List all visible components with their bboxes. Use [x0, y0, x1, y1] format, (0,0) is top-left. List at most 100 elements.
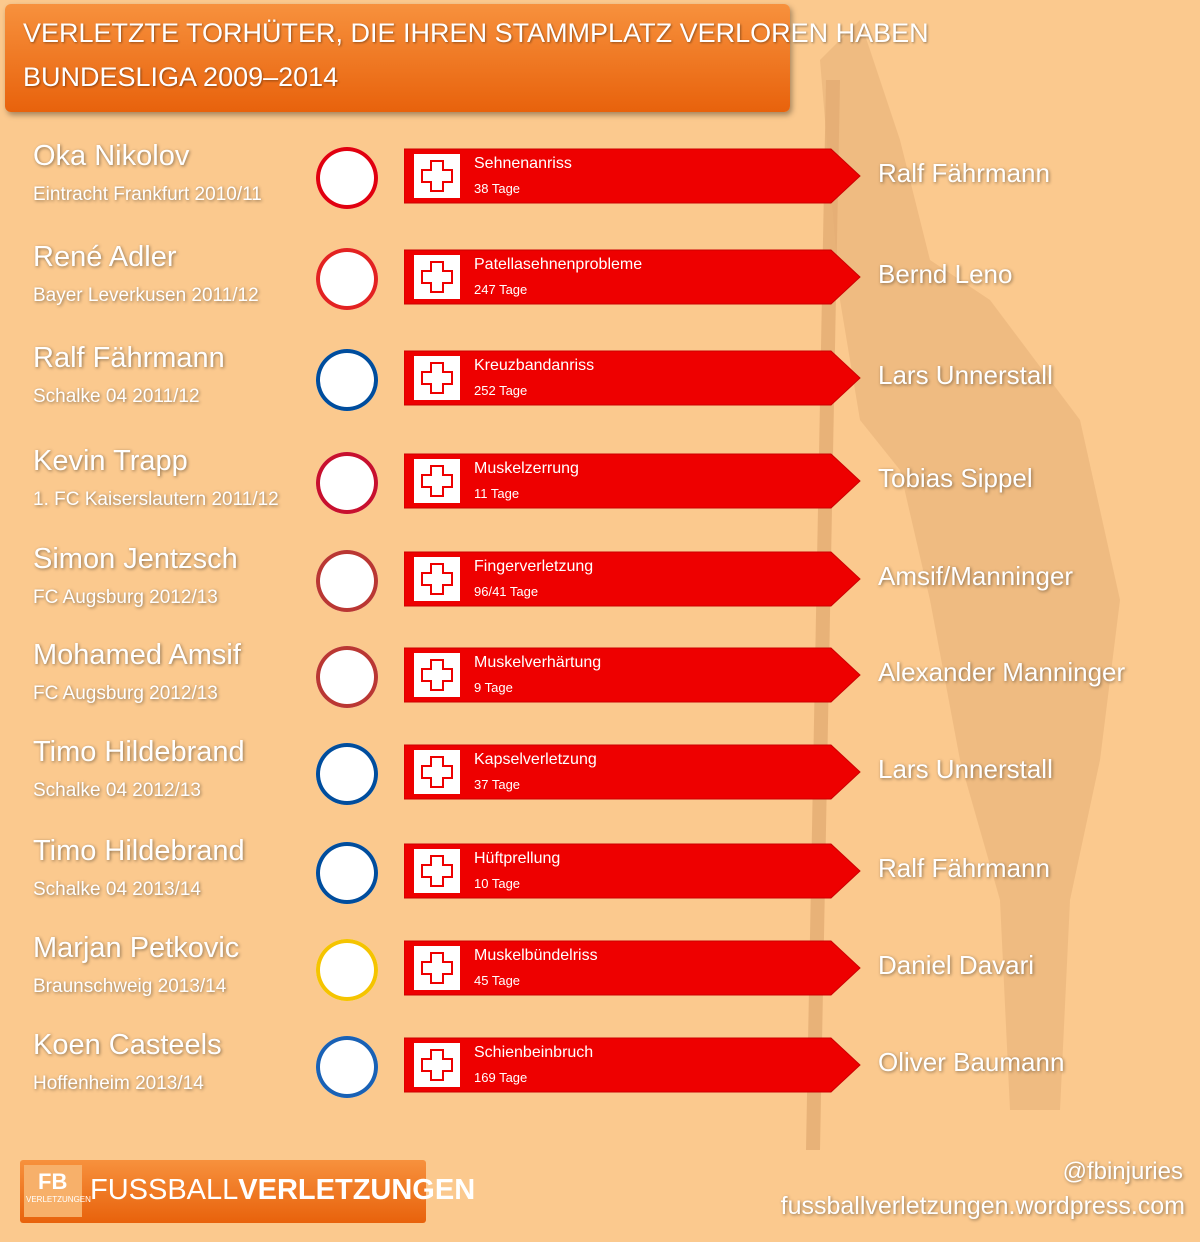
arrow-shape: [404, 148, 861, 204]
club-season: Bayer Leverkusen 2011/12: [33, 285, 259, 306]
arrow-shape: [423, 272, 451, 282]
duration: 247 Tage: [474, 282, 528, 297]
replacement: Alexander Manninger: [878, 657, 1126, 687]
club-logo: [316, 842, 378, 904]
player-name: René Adler: [33, 241, 177, 273]
club-season: Hoffenheim 2013/14: [33, 1073, 204, 1094]
arrow-shape: [423, 963, 451, 973]
duration: 11 Tage: [474, 486, 520, 501]
arrow-shape: [423, 866, 451, 876]
duration: 45 Tage: [474, 973, 521, 988]
club-logo: [316, 939, 378, 1001]
replacement: Tobias Sippel: [878, 463, 1033, 493]
title-box: VERLETZTE TORHÜTER, DIE IHREN STAMMPLATZ…: [5, 4, 929, 112]
player-name: Kevin Trapp: [33, 445, 188, 477]
arrow-shape: [404, 940, 861, 996]
arrow-shape: [423, 767, 451, 777]
injury: Kapselverletzung: [474, 751, 597, 768]
club-season: Schalke 04 2011/12: [33, 386, 200, 407]
player-name: Timo Hildebrand: [33, 835, 245, 867]
arrow-shape: [404, 647, 861, 703]
injury-arrow: [404, 843, 861, 899]
logo-text: FUSSBALLVERLETZUNGEN: [90, 1174, 475, 1207]
injury-arrow: [404, 744, 861, 800]
player-name: Marjan Petkovic: [33, 932, 240, 964]
injury-arrow: [404, 551, 861, 607]
badge-subtext: VERLETZUNGEN: [26, 1195, 91, 1204]
club-logo: [316, 550, 378, 612]
injury-arrow: [404, 940, 861, 996]
player-name: Ralf Fährmann: [33, 342, 225, 374]
duration: 252 Tage: [474, 383, 528, 398]
player-name: Mohamed Amsif: [33, 639, 241, 671]
injury: Muskelverhärtung: [474, 654, 602, 671]
injury: Fingerverletzung: [474, 558, 594, 575]
injury: Patellasehnenprobleme: [474, 256, 643, 273]
website: fussballverletzungen.wordpress.com: [780, 1192, 1185, 1220]
injury-arrow: [404, 148, 861, 204]
club-logo: [316, 646, 378, 708]
footer-logo: FB VERLETZUNGEN FUSSBALLVERLETZUNGEN: [20, 1160, 475, 1223]
injury: Sehnenanriss: [474, 155, 572, 172]
duration: 169 Tage: [474, 1070, 528, 1085]
arrow-shape: [404, 453, 861, 509]
arrow-shape: [423, 1060, 451, 1070]
injury: Hüftprellung: [474, 850, 561, 867]
duration: 10 Tage: [474, 876, 521, 891]
club-logo: [316, 147, 378, 209]
player-name: Oka Nikolov: [33, 140, 190, 172]
arrow-shape: [404, 1037, 861, 1093]
injury-arrow: [404, 647, 861, 703]
club-logo: [316, 452, 378, 514]
duration: 37 Tage: [474, 777, 521, 792]
club-season: FC Augsburg 2012/13: [33, 587, 218, 608]
logo-text-a: FUSSBALL: [90, 1174, 239, 1206]
club-logo: [316, 349, 378, 411]
club-logo: [316, 743, 378, 805]
arrow-shape: [404, 249, 861, 305]
club-season: FC Augsburg 2012/13: [33, 683, 218, 704]
club-season: Eintracht Frankfurt 2010/11: [33, 184, 262, 205]
replacement: Daniel Davari: [878, 950, 1035, 980]
arrow-shape: [423, 171, 451, 181]
replacement: Ralf Fährmann: [878, 853, 1050, 883]
arrow-shape: [404, 350, 861, 406]
arrow-shape: [404, 744, 861, 800]
replacement: Oliver Baumann: [878, 1047, 1065, 1077]
replacement: Amsif/Manninger: [878, 561, 1074, 591]
arrow-shape: [423, 476, 451, 486]
injury: Schienbeinbruch: [474, 1044, 594, 1061]
duration: 9 Tage: [474, 680, 513, 695]
arrow-shape: [423, 670, 451, 680]
injury-arrow: [404, 1037, 861, 1093]
arrow-shape: [404, 551, 861, 607]
club-logo: [316, 1036, 378, 1098]
player-name: Simon Jentzsch: [33, 543, 238, 575]
twitter-handle: @fbinjuries: [1062, 1158, 1183, 1185]
replacement: Lars Unnerstall: [878, 754, 1053, 784]
injury-arrow: [404, 249, 861, 305]
player-name: Timo Hildebrand: [33, 736, 245, 768]
injury-arrow: [404, 453, 861, 509]
arrow-shape: [423, 574, 451, 584]
replacement: Ralf Fährmann: [878, 158, 1050, 188]
injury: Kreuzbandanriss: [474, 357, 595, 374]
club-season: Schalke 04 2012/13: [33, 780, 201, 801]
club-season: Braunschweig 2013/14: [33, 976, 227, 997]
replacement: Lars Unnerstall: [878, 360, 1053, 390]
injury-arrow: [404, 350, 861, 406]
injury: Muskelbündelriss: [474, 947, 598, 964]
duration: 96/41 Tage: [474, 584, 539, 599]
duration: 38 Tage: [474, 181, 521, 196]
club-logo: [316, 248, 378, 310]
arrow-shape: [423, 373, 451, 383]
subtitle: BUNDESLIGA 2009–2014: [23, 62, 339, 92]
club-season: Schalke 04 2013/14: [33, 879, 201, 900]
logo-text-b: VERLETZUNGEN: [238, 1174, 476, 1206]
replacement: Bernd Leno: [878, 259, 1013, 289]
injury: Muskelzerrung: [474, 460, 579, 477]
club-season: 1. FC Kaiserslautern 2011/12: [33, 489, 279, 510]
title: VERLETZTE TORHÜTER, DIE IHREN STAMMPLATZ…: [23, 18, 929, 48]
arrow-shape: [404, 843, 861, 899]
